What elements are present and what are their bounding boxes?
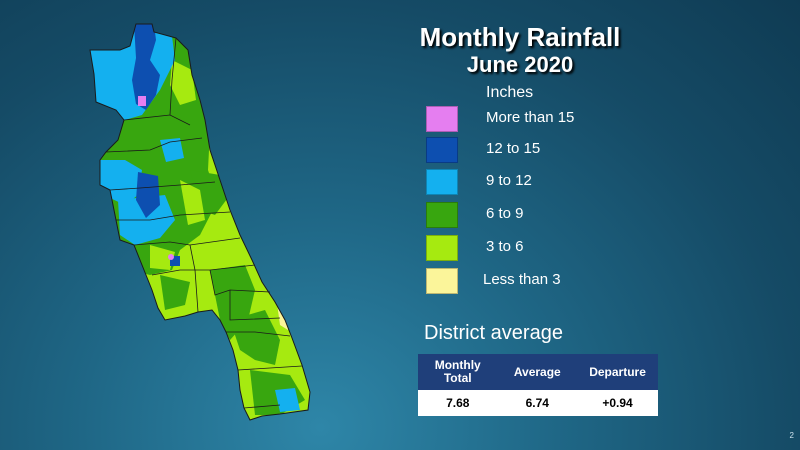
map-zone-3-to-6 [150, 245, 175, 270]
legend-swatch [426, 106, 458, 132]
legend-swatch [426, 137, 458, 163]
table-header: Monthly Total [418, 354, 498, 390]
map-zone-more-than-15 [138, 96, 146, 106]
legend-label: 3 to 6 [486, 238, 524, 255]
county-lines [105, 37, 303, 409]
legend-swatch [426, 268, 458, 294]
legend-item-6-to-9: 6 to 9 [426, 202, 686, 228]
map-zone-12-to-15 [136, 172, 160, 218]
table-header: Departure [577, 354, 658, 390]
map-zone-6-to-9 [160, 275, 190, 310]
legend-swatch [426, 202, 458, 228]
table-header-row: Monthly Total Average Departure [418, 354, 658, 390]
district-boundary [89, 23, 311, 421]
slide-title: Monthly Rainfall [419, 22, 621, 52]
legend-item-12-to-15: 12 to 15 [426, 137, 686, 163]
map-zone-more-than-15 [168, 254, 174, 260]
monthly-total-value: 7.68 [418, 390, 498, 416]
slide-subtitle: June 2020 [466, 52, 574, 77]
district-average-title: District average [424, 322, 563, 344]
legend-label: 9 to 12 [486, 172, 532, 189]
map-zone-6-to-9 [230, 310, 280, 365]
district-average-table: Monthly Total Average Departure 7.68 6.7… [418, 354, 658, 416]
legend-label: Less than 3 [483, 271, 561, 288]
average-value: 6.74 [497, 390, 578, 416]
map-zone-9-to-12 [275, 388, 300, 412]
legend-item-more-than-15: More than 15 [426, 106, 686, 132]
departure-value: +0.94 [577, 390, 658, 416]
legend-item-3-to-6: 3 to 6 [426, 235, 686, 261]
legend-swatch [426, 235, 458, 261]
table-row: 7.68 6.74 +0.94 [418, 390, 658, 416]
legend-item-less-than-3: Less than 3 [426, 268, 686, 294]
legend-item-9-to-12: 9 to 12 [426, 169, 686, 195]
legend-swatch [426, 169, 458, 195]
map-zone-12-to-15 [132, 24, 160, 110]
legend-label: 6 to 9 [486, 205, 524, 222]
legend-label: 12 to 15 [486, 140, 541, 157]
legend-title: Inches [486, 84, 534, 101]
table-header: Average [497, 354, 578, 390]
map-zone-3-to-6 [170, 60, 196, 105]
page-number: 2 [789, 431, 794, 440]
legend-label: More than 15 [486, 109, 575, 126]
rainfall-map [89, 23, 311, 421]
